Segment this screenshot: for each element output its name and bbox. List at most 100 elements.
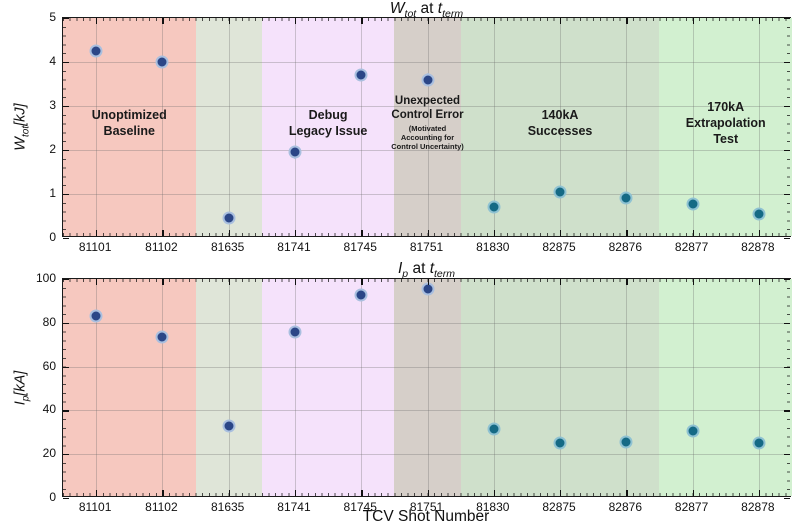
data-point — [421, 73, 434, 87]
x-major-tick — [294, 490, 297, 496]
vertical-gridline — [96, 279, 98, 496]
y-major-tick — [63, 18, 69, 20]
band-label-line: Control Error — [391, 108, 464, 121]
vertical-gridline — [493, 18, 495, 236]
ip-ylabel: Ip[kA] — [12, 370, 32, 405]
phase-band — [261, 18, 395, 236]
y-major-tick — [784, 454, 790, 456]
y-major-tick — [784, 106, 790, 108]
horizontal-gridline — [63, 62, 790, 63]
phase-band — [63, 18, 196, 236]
phase-band-sublabel: (Motivated Accounting for Control Uncertai… — [391, 124, 464, 152]
x-major-tick — [361, 18, 363, 24]
vertical-gridline — [427, 18, 429, 236]
y-major-tick — [784, 498, 790, 500]
x-tick-label: 81830 — [476, 500, 510, 514]
band-label-line: Test — [713, 131, 739, 146]
y-tick-label: 4 — [49, 54, 56, 68]
vertical-gridline — [560, 18, 562, 236]
data-point — [619, 435, 633, 449]
vertical-gridline — [228, 18, 230, 236]
vertical-gridline — [758, 18, 760, 236]
vertical-gridline — [560, 279, 562, 496]
x-major-tick — [96, 230, 98, 236]
x-major-tick — [162, 230, 164, 236]
x-major-tick — [560, 18, 562, 24]
wtot-title: Wtot at tterm — [389, 0, 464, 21]
x-tick-label: 81751 — [409, 500, 444, 514]
x-tick-label: 81635 — [210, 240, 245, 254]
band-label-line: 140kA — [541, 107, 579, 122]
x-tick-label: 82875 — [542, 500, 576, 514]
phase-band — [460, 279, 660, 496]
x-tick-label: 81101 — [78, 240, 112, 254]
x-tick-label: 81101 — [78, 500, 112, 514]
x-major-tick — [758, 230, 761, 236]
y-major-tick — [63, 150, 69, 152]
x-major-tick — [427, 490, 429, 496]
y-major-tick — [63, 62, 69, 64]
data-point — [354, 68, 368, 82]
y-major-tick — [784, 62, 790, 64]
x-tick-label: 82876 — [608, 500, 642, 514]
data-point — [222, 211, 236, 225]
vertical-gridline — [626, 279, 628, 496]
x-tick-label: 82876 — [608, 240, 642, 254]
band-label-line: 170kA — [707, 99, 745, 114]
y-major-tick — [63, 106, 69, 108]
data-point — [553, 436, 567, 450]
data-point — [752, 436, 766, 450]
data-point — [354, 288, 368, 302]
x-major-tick — [361, 490, 363, 496]
x-major-tick — [294, 18, 297, 24]
ip-plot-area — [62, 278, 792, 500]
x-tick-label: 82877 — [674, 500, 709, 514]
phase-band-label: Debug Legacy Issue — [289, 107, 368, 139]
x-major-tick — [294, 230, 297, 236]
y-major-tick — [63, 366, 69, 368]
x-major-tick — [626, 230, 628, 236]
phase-band-label: 170kA Extrapolation Test — [686, 99, 766, 147]
x-tick-label: 81741 — [277, 500, 311, 514]
vertical-gridline — [294, 18, 296, 236]
x-axis-label: TCV Shot Number — [362, 508, 490, 525]
band-label-line: Baseline — [103, 123, 155, 138]
x-major-tick — [692, 18, 694, 24]
x-major-tick — [162, 279, 164, 285]
y-tick-label: 80 — [42, 314, 56, 329]
vertical-gridline — [96, 18, 98, 236]
x-tick-label: 81745 — [343, 500, 377, 514]
y-major-tick — [784, 194, 790, 196]
vertical-gridline — [692, 279, 694, 496]
x-major-tick — [427, 18, 429, 24]
x-tick-label: 82877 — [674, 240, 709, 254]
x-tick-label: 81635 — [210, 500, 245, 514]
y-major-tick — [784, 322, 790, 325]
phase-band-label: Unoptimized Baseline — [92, 107, 167, 139]
band-sublabel-line: (Motivated — [408, 123, 447, 133]
data-point — [487, 422, 501, 436]
x-major-tick — [758, 18, 761, 24]
y-major-tick — [784, 238, 790, 240]
phase-band — [63, 279, 196, 496]
x-major-tick — [228, 490, 230, 496]
x-major-tick — [626, 279, 628, 285]
x-tick-label: 81745 — [343, 240, 377, 254]
y-major-tick — [63, 322, 69, 325]
x-tick-label: 81102 — [145, 500, 178, 514]
y-tick-label: 1 — [49, 186, 56, 200]
y-major-tick — [784, 18, 790, 20]
phase-band-label: 140kA Successes — [528, 107, 593, 139]
horizontal-gridline — [63, 150, 790, 151]
band-label-line: Unoptimized — [91, 107, 167, 122]
y-tick-label: 20 — [42, 446, 56, 461]
x-major-tick — [228, 230, 230, 236]
x-tick-label: 81102 — [145, 240, 178, 254]
x-major-tick — [626, 18, 628, 24]
band-sublabel-line: Control Uncertainty) — [391, 142, 464, 152]
phase-band — [394, 279, 461, 496]
y-tick-label: 3 — [49, 98, 56, 112]
y-tick-label: 0 — [49, 490, 56, 504]
x-major-tick — [361, 230, 363, 236]
